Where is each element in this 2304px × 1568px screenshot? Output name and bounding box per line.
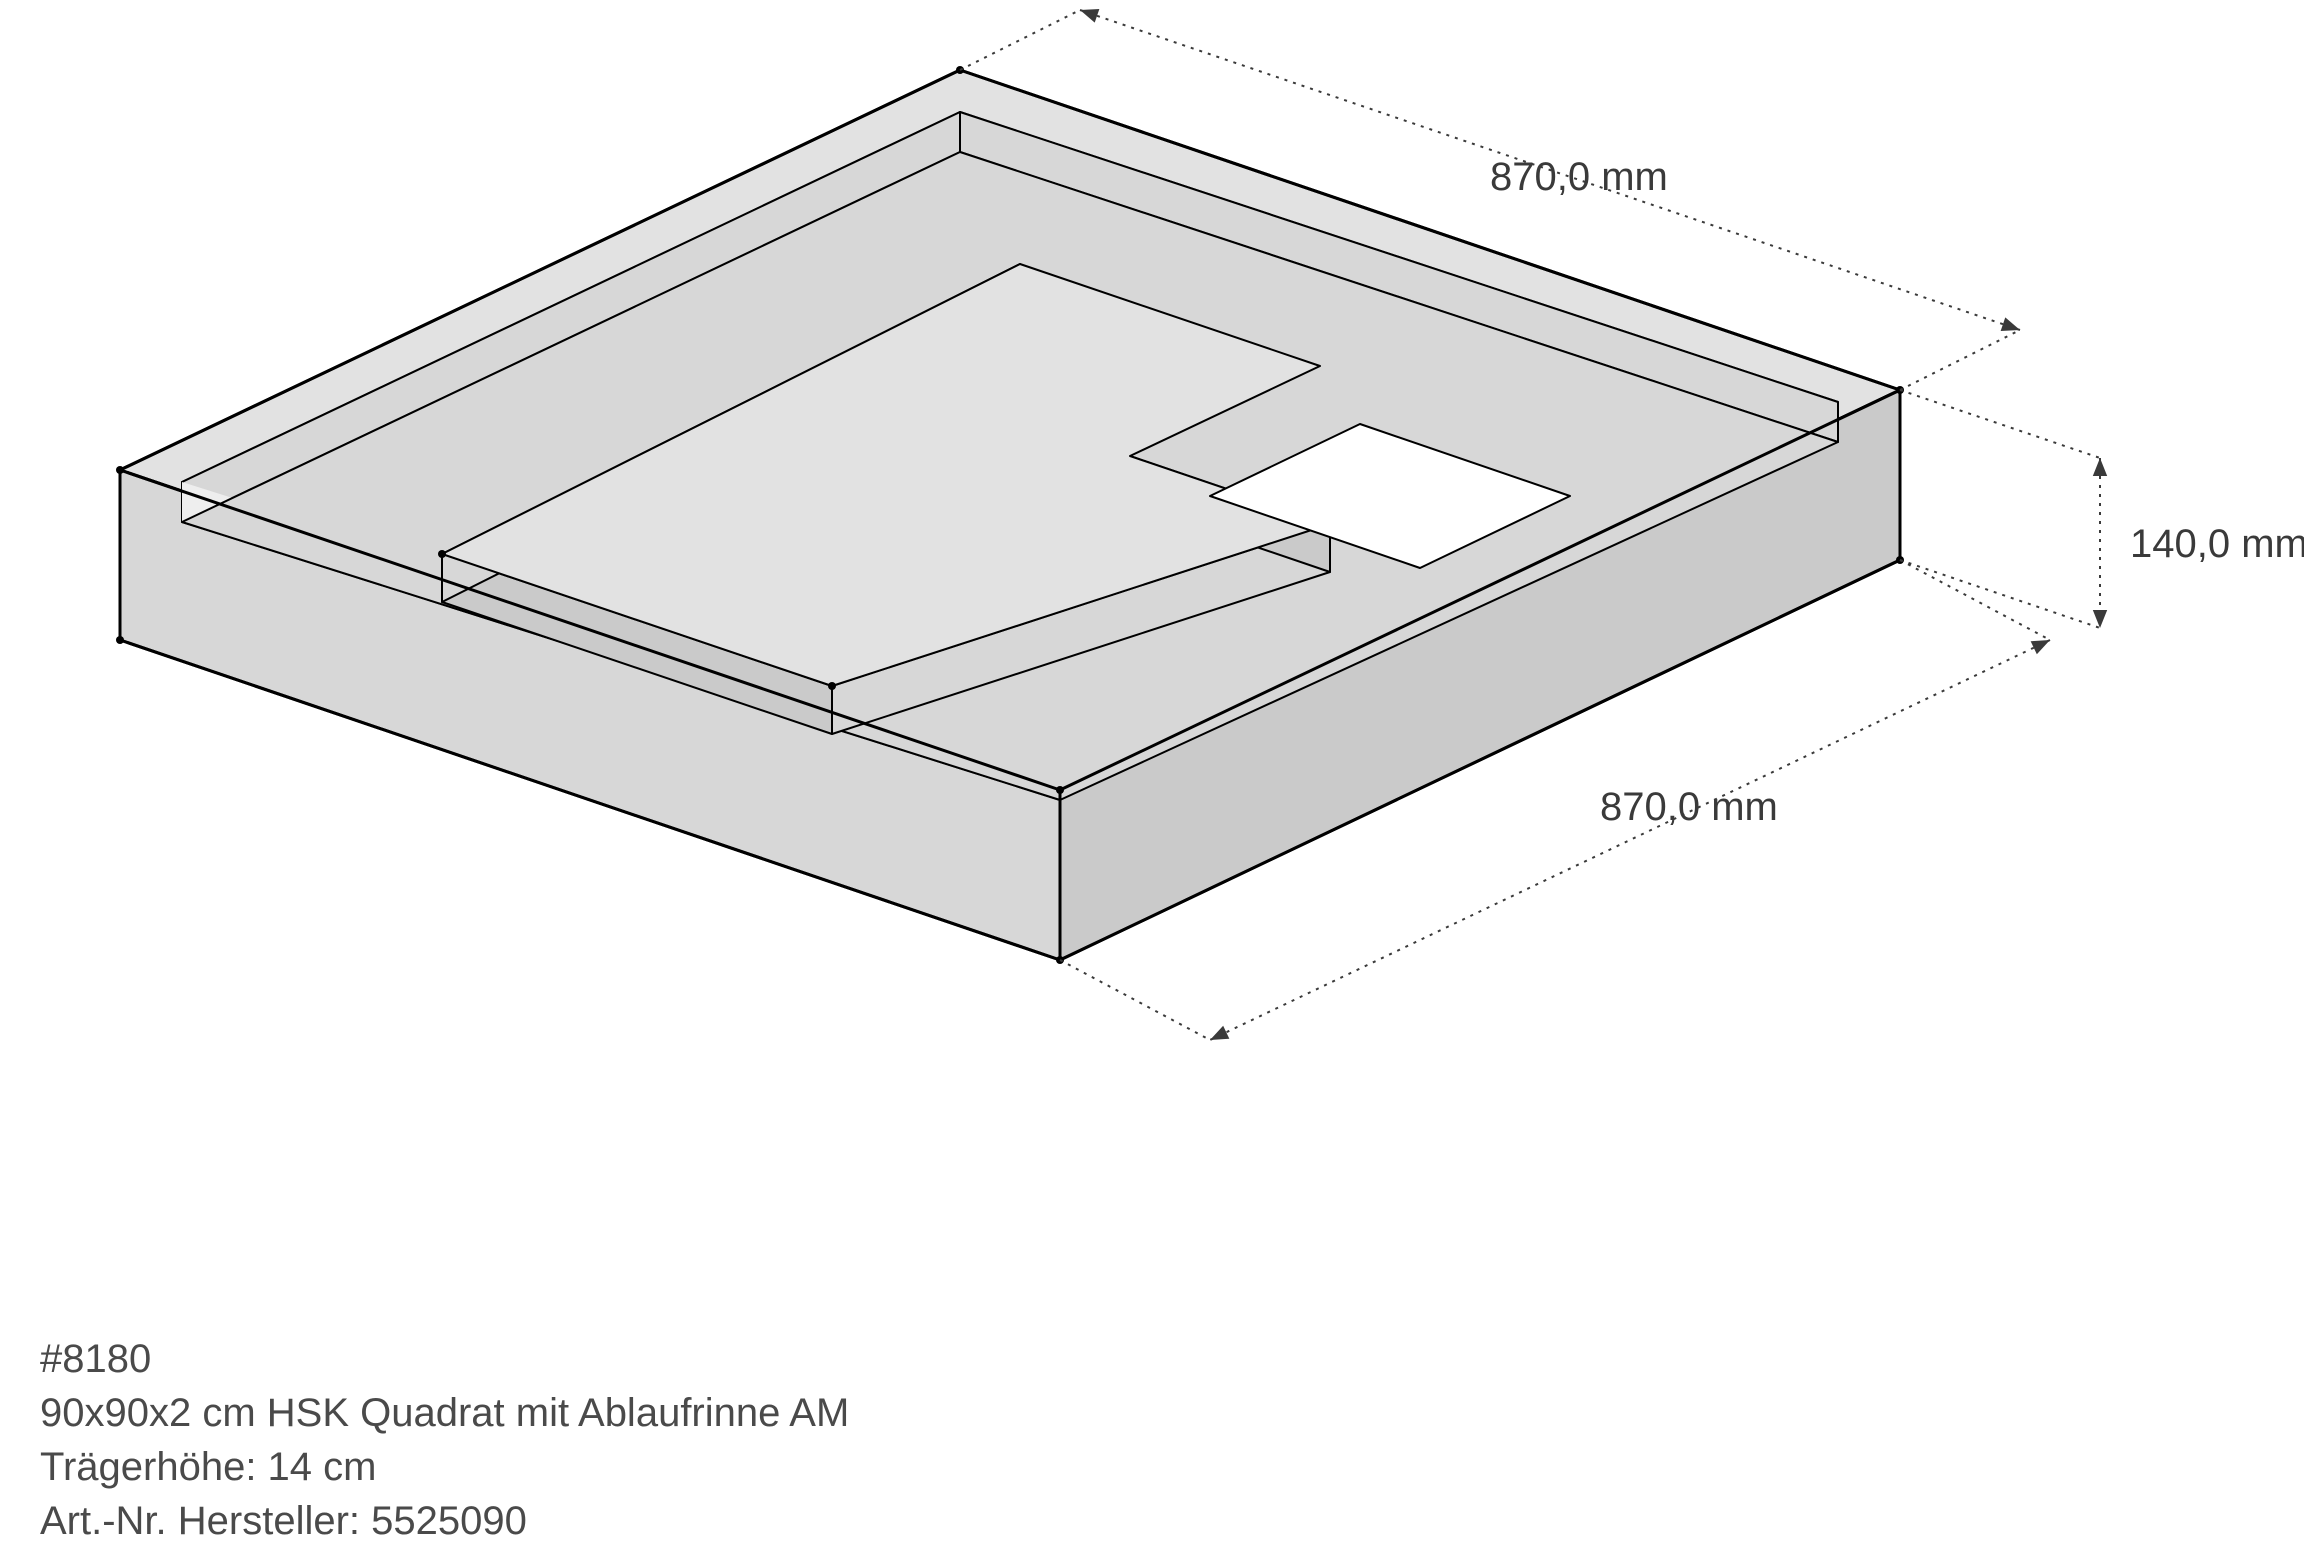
caption-block: #8180 90x90x2 cm HSK Quadrat mit Ablaufr… bbox=[40, 1332, 849, 1548]
svg-text:870,0 mm: 870,0 mm bbox=[1600, 785, 1778, 829]
caption-line-4: Art.-Nr. Hersteller: 5525090 bbox=[40, 1494, 849, 1548]
svg-text:870,0 mm: 870,0 mm bbox=[1490, 155, 1668, 199]
shower-tray-drawing bbox=[116, 66, 1904, 964]
caption-line-1: #8180 bbox=[40, 1332, 849, 1386]
caption-line-2: 90x90x2 cm HSK Quadrat mit Ablaufrinne A… bbox=[40, 1386, 849, 1440]
svg-text:140,0 mm: 140,0 mm bbox=[2130, 522, 2304, 566]
caption-line-3: Trägerhöhe: 14 cm bbox=[40, 1440, 849, 1494]
